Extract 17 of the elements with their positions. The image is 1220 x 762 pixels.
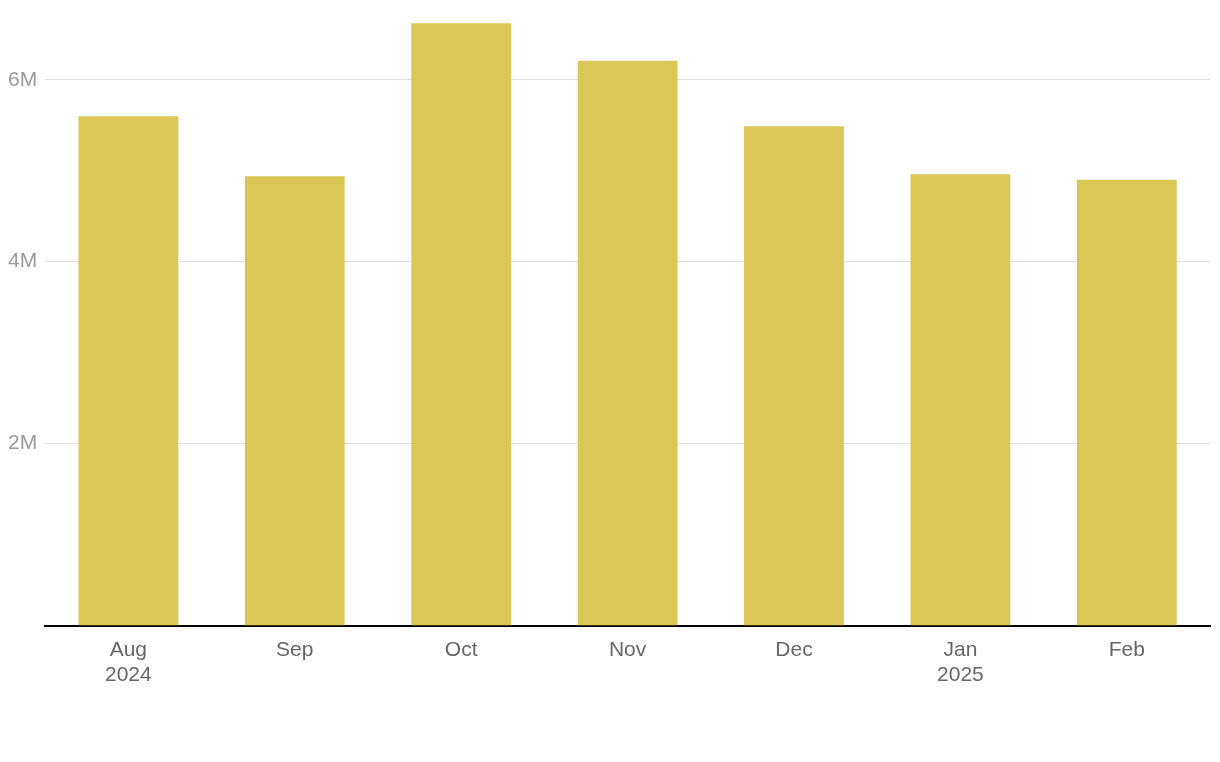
bar [910,174,1011,626]
bar [244,176,345,626]
x-tick-label: Feb [1108,637,1145,660]
x-tick-label: Oct [444,637,478,660]
bar [577,60,678,626]
x-tick-label: Dec [775,637,813,660]
x-tick-label: Nov [608,637,647,660]
y-tick-label: 6M [7,66,38,90]
bar [411,23,512,626]
x-tick-label: Aug 2024 [105,637,153,686]
bar [78,116,179,626]
bar [744,126,844,626]
y-tick-label: 4M [7,248,38,272]
y-tick-label: 2M [7,430,38,454]
x-tick-label: Sep [276,637,314,660]
x-tick-label: Jan 2025 [937,637,984,686]
bar [1076,179,1177,626]
